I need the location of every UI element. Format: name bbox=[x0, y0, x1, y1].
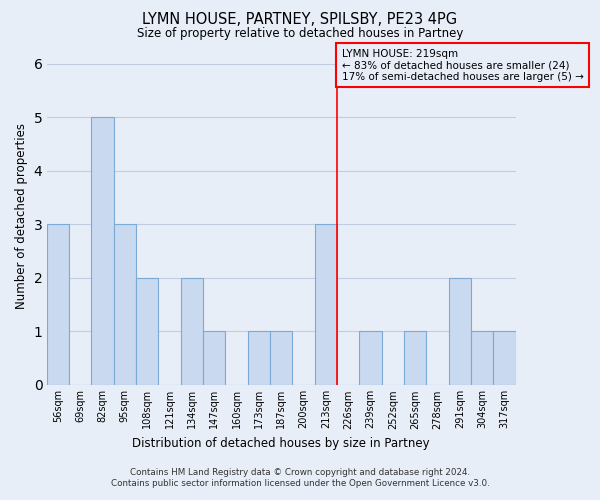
Bar bbox=[315, 224, 337, 385]
Bar bbox=[248, 332, 270, 385]
Bar bbox=[203, 332, 226, 385]
Bar bbox=[404, 332, 427, 385]
Bar bbox=[359, 332, 382, 385]
Bar bbox=[113, 224, 136, 385]
Y-axis label: Number of detached properties: Number of detached properties bbox=[15, 123, 28, 309]
Text: Size of property relative to detached houses in Partney: Size of property relative to detached ho… bbox=[137, 28, 463, 40]
Bar bbox=[47, 224, 69, 385]
Bar bbox=[449, 278, 471, 385]
Bar bbox=[270, 332, 292, 385]
Bar bbox=[471, 332, 493, 385]
Text: LYMN HOUSE: 219sqm
← 83% of detached houses are smaller (24)
17% of semi-detache: LYMN HOUSE: 219sqm ← 83% of detached hou… bbox=[341, 48, 583, 82]
X-axis label: Distribution of detached houses by size in Partney: Distribution of detached houses by size … bbox=[133, 437, 430, 450]
Text: Contains HM Land Registry data © Crown copyright and database right 2024.
Contai: Contains HM Land Registry data © Crown c… bbox=[110, 468, 490, 487]
Bar bbox=[136, 278, 158, 385]
Bar bbox=[493, 332, 516, 385]
Bar bbox=[181, 278, 203, 385]
Text: LYMN HOUSE, PARTNEY, SPILSBY, PE23 4PG: LYMN HOUSE, PARTNEY, SPILSBY, PE23 4PG bbox=[142, 12, 458, 28]
Bar bbox=[91, 117, 113, 385]
